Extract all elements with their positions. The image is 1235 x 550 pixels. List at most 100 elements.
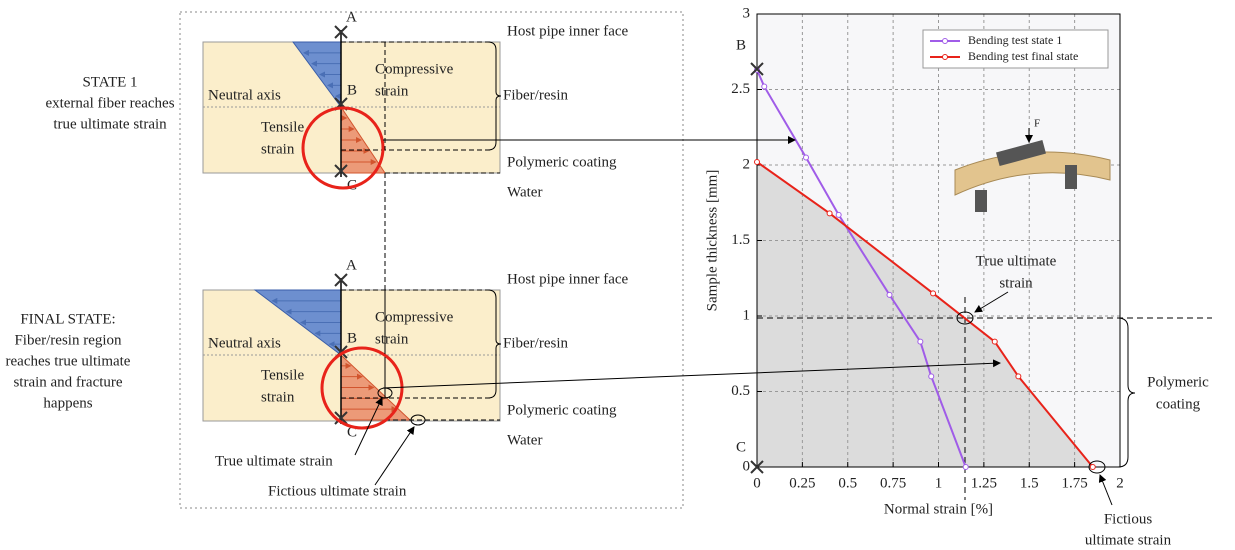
cross-mark [334,25,348,39]
y-tick-label: 1 [743,307,751,323]
data-point [826,210,833,217]
brace [487,41,502,151]
state-label: true ultimate strain [53,116,167,132]
chart: 0 0.25 0.5 0.75 1 1.25 1.5 1.75 2 0 0.5 1 1.5 2 2.5 3 No… [704,5,1212,548]
x-tick-label: 1 [935,475,943,491]
compressive-label: strain [375,331,409,347]
highlight-circle [320,346,404,430]
x-tick-label: 0.5 [838,475,857,491]
annotation: coating [1156,396,1201,412]
strain-marker [1088,460,1106,474]
x-tick-label: 0.75 [880,475,906,491]
dashed-box [341,41,500,174]
force-label: F [1034,118,1040,130]
layer-label: Host pipe inner face [507,271,629,287]
test-illustration: F [954,118,1111,212]
cross-mark [334,273,348,287]
cross-mark [334,411,348,425]
legend-label: Bending test state 1 [968,33,1062,47]
cross-mark [750,62,764,76]
data-point [1089,464,1096,470]
state-label: FINAL STATE: [20,311,115,327]
point-label: A [346,257,357,273]
x-tick-label: 1.5 [1020,475,1039,491]
y-tick-label: 2.5 [731,81,750,97]
diagram: STATE 1 external fiber reaches true ultima… [6,9,629,499]
area [757,161,1093,468]
y-tick-label: 0.5 [731,383,750,399]
data-point [1015,373,1022,380]
annotation: strain [999,275,1033,291]
point-label: A [346,9,357,25]
point-label: C [736,439,746,455]
compressive-label: Compressive [375,309,454,325]
layer-label: Polymeric coating [507,154,617,170]
tensile-label: Tensile [261,367,304,383]
dashed-box [341,289,500,421]
callout-arrow [374,426,415,486]
x-tick-label: 1.75 [1062,475,1088,491]
annotation: ultimate strain [1085,532,1172,548]
brace [487,289,502,399]
data-point [835,211,842,218]
data-point [928,373,935,380]
state-label: strain and fracture [13,374,122,390]
wall-panel: A B C Neutral axis Compressive strain Tensile s… [202,257,629,499]
series-line [756,161,1094,468]
highlight-circle [301,106,385,190]
state-label: external fiber reaches [45,95,174,111]
loading-bar [996,140,1046,166]
region-label: Neutral axis [208,87,281,103]
data-point [917,338,924,345]
state-label: STATE 1 [82,74,137,90]
series-line [756,69,967,468]
point-label: B [736,37,746,53]
cross-mark [750,460,764,474]
data-point [754,158,760,165]
annotation: True ultimate [976,253,1057,269]
callout-label: True ultimate strain [215,453,333,469]
strain-marker [956,311,974,325]
legend-box [922,29,1109,69]
brace [1117,317,1136,468]
diagram-border [179,11,684,509]
state-label: reaches true ultimate [6,353,131,369]
wall-panel: A B C Neutral axis Compressive strain Tensile s… [202,9,629,200]
layer-label: Water [507,184,542,200]
tensile-label: strain [261,389,295,405]
x-tick-label: 0.25 [789,475,815,491]
y-axis-label: Sample thickness [mm] [704,170,720,312]
y-tick-label: 2 [743,156,751,172]
layer-label: Fiber/resin [503,87,568,103]
tensile-label: strain [261,141,295,157]
y-tick-label: 3 [743,5,751,21]
legend-label: Bending test final state [968,49,1078,63]
legend-marker [942,54,948,60]
layer-label: Polymeric coating [507,402,617,418]
region-label: Neutral axis [208,335,281,351]
compressive-label: strain [375,83,409,99]
layer-label: Host pipe inner face [507,23,629,39]
legend-marker [942,38,948,44]
data-point [886,291,893,298]
data-point [761,83,768,90]
y-tick-label: 0 [743,458,751,474]
annotation: Fictious [1104,511,1153,527]
compressive-label: Compressive [375,61,454,77]
x-tick-label: 0 [753,475,761,491]
support [975,190,987,212]
y-tick-label: 1.5 [731,232,750,248]
data-point [962,464,969,470]
x-tick-label: 1.25 [971,475,997,491]
cross-mark [334,164,348,178]
point-label: B [347,330,357,346]
annotation-arrow [1098,474,1113,506]
callout-arrow [354,397,383,456]
data-point [991,338,998,345]
layer-label: Water [507,432,542,448]
state-label: happens [43,395,92,411]
connector-arrow [382,359,1001,389]
state-label: Fiber/resin region [14,332,122,348]
x-tick-label: 2 [1116,475,1124,491]
